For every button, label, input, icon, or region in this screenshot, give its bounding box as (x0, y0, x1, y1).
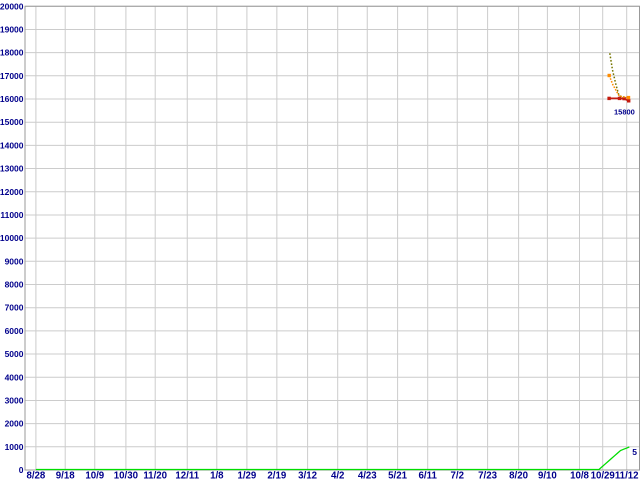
svg-text:18000: 18000 (0, 48, 24, 58)
svg-text:5000: 5000 (5, 349, 24, 359)
svg-text:11000: 11000 (0, 210, 23, 220)
svg-text:8/28: 8/28 (26, 470, 45, 480)
svg-text:11/20: 11/20 (143, 470, 167, 480)
svg-text:10000: 10000 (0, 233, 24, 243)
svg-text:3/12: 3/12 (298, 470, 317, 480)
svg-text:10/9: 10/9 (85, 470, 104, 480)
svg-text:13000: 13000 (0, 164, 24, 174)
svg-text:7000: 7000 (5, 303, 24, 313)
svg-text:12000: 12000 (0, 187, 24, 197)
svg-text:7/23: 7/23 (478, 470, 497, 480)
svg-text:16000: 16000 (0, 94, 24, 104)
svg-text:11/12: 11/12 (615, 470, 639, 480)
svg-text:0: 0 (19, 465, 24, 475)
svg-text:1000: 1000 (5, 442, 24, 452)
svg-text:2/19: 2/19 (267, 470, 286, 480)
svg-text:1/8: 1/8 (210, 470, 224, 480)
svg-text:20000: 20000 (0, 1, 24, 11)
svg-text:2000: 2000 (5, 419, 24, 429)
svg-text:9/10: 9/10 (538, 470, 557, 480)
svg-text:6/11: 6/11 (419, 470, 438, 480)
svg-text:19000: 19000 (0, 24, 24, 34)
svg-text:4/2: 4/2 (331, 470, 344, 480)
svg-text:1/29: 1/29 (237, 470, 256, 480)
svg-text:14000: 14000 (0, 140, 24, 150)
svg-text:10/29: 10/29 (591, 470, 616, 480)
svg-text:5/21: 5/21 (388, 470, 407, 480)
svg-text:10/8: 10/8 (570, 470, 589, 480)
svg-text:8/20: 8/20 (509, 470, 528, 480)
svg-text:17000: 17000 (0, 71, 24, 81)
svg-text:8000: 8000 (5, 280, 24, 290)
svg-text:9/18: 9/18 (56, 470, 75, 480)
svg-text:7/2: 7/2 (451, 470, 464, 480)
svg-text:15000: 15000 (0, 117, 24, 127)
svg-text:12/11: 12/11 (175, 470, 199, 480)
svg-text:9000: 9000 (5, 256, 24, 266)
svg-text:15800: 15800 (614, 108, 635, 117)
svg-text:10/30: 10/30 (114, 470, 138, 480)
svg-text:3000: 3000 (5, 395, 24, 405)
svg-text:6000: 6000 (5, 326, 24, 336)
svg-text:4000: 4000 (5, 372, 24, 382)
svg-text:4/23: 4/23 (358, 470, 377, 480)
svg-text:5: 5 (632, 447, 637, 457)
